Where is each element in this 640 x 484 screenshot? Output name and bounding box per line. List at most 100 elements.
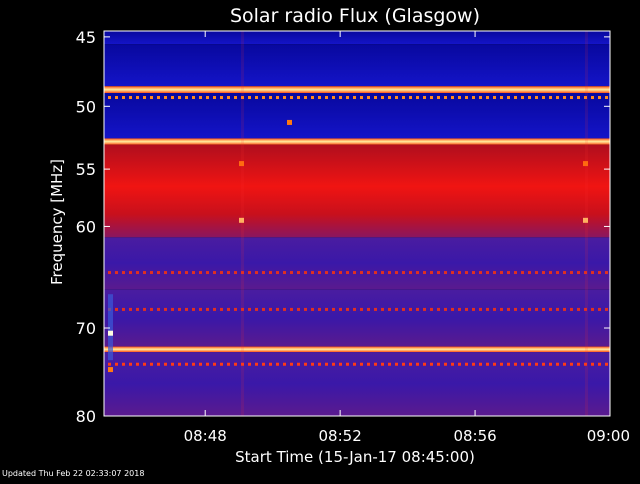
interference-tick xyxy=(206,96,209,100)
interference-tick xyxy=(598,96,601,100)
bright-spot xyxy=(239,161,244,167)
interference-tick xyxy=(339,362,342,366)
interference-tick xyxy=(542,307,545,311)
interference-tick xyxy=(234,271,237,275)
interference-tick xyxy=(325,307,328,311)
interference-tick xyxy=(605,307,608,311)
interference-tick xyxy=(458,307,461,311)
interference-tick xyxy=(402,362,405,366)
interference-tick xyxy=(227,362,230,366)
interference-tick xyxy=(430,362,433,366)
interference-tick xyxy=(444,307,447,311)
interference-tick xyxy=(521,271,524,275)
interference-tick xyxy=(549,271,552,275)
interference-tick xyxy=(437,271,440,275)
interference-tick xyxy=(542,271,545,275)
interference-tick xyxy=(171,96,174,100)
bright-spot xyxy=(287,119,292,125)
frequency-band xyxy=(104,352,610,416)
interference-tick xyxy=(549,307,552,311)
y-tick-label: 55 xyxy=(76,160,96,179)
interference-tick xyxy=(276,271,279,275)
interference-tick xyxy=(535,307,538,311)
interference-tick xyxy=(122,271,125,275)
interference-tick xyxy=(164,307,167,311)
interference-tick xyxy=(353,362,356,366)
interference-tick xyxy=(374,271,377,275)
interference-tick xyxy=(199,362,202,366)
interference-tick xyxy=(115,271,118,275)
interference-tick xyxy=(395,362,398,366)
interference-tick xyxy=(290,307,293,311)
interference-tick xyxy=(402,271,405,275)
interference-tick xyxy=(507,271,510,275)
interference-tick xyxy=(430,271,433,275)
interference-tick xyxy=(542,96,545,100)
interference-tick xyxy=(199,96,202,100)
interference-tick xyxy=(528,307,531,311)
artefact-line xyxy=(108,294,113,361)
interference-tick xyxy=(108,96,111,100)
interference-tick xyxy=(528,362,531,366)
interference-tick xyxy=(479,271,482,275)
interference-tick xyxy=(409,307,412,311)
interference-tick xyxy=(276,362,279,366)
interference-tick xyxy=(598,362,601,366)
interference-tick xyxy=(283,307,286,311)
interference-tick xyxy=(507,362,510,366)
interference-tick xyxy=(353,271,356,275)
interference-tick xyxy=(584,271,587,275)
interference-tick xyxy=(423,271,426,275)
bright-spot xyxy=(239,217,244,223)
interference-tick xyxy=(213,96,216,100)
interference-tick xyxy=(437,307,440,311)
interference-tick xyxy=(206,362,209,366)
interference-tick xyxy=(318,362,321,366)
interference-tick xyxy=(262,96,265,100)
interference-tick xyxy=(409,362,412,366)
interference-tick xyxy=(185,362,188,366)
interference-tick xyxy=(360,96,363,100)
interference-tick xyxy=(472,96,475,100)
interference-tick xyxy=(304,362,307,366)
interference-tick xyxy=(367,362,370,366)
interference-tick xyxy=(598,307,601,311)
interference-tick xyxy=(122,307,125,311)
interference-tick xyxy=(374,362,377,366)
interference-tick xyxy=(472,362,475,366)
interference-tick xyxy=(591,271,594,275)
interference-tick xyxy=(318,96,321,100)
interference-tick xyxy=(332,271,335,275)
interference-tick xyxy=(157,362,160,366)
interference-tick xyxy=(577,307,580,311)
interference-tick xyxy=(311,362,314,366)
interference-tick xyxy=(164,362,167,366)
interference-tick xyxy=(381,307,384,311)
interference-tick xyxy=(528,96,531,100)
interference-tick xyxy=(430,307,433,311)
interference-tick xyxy=(290,96,293,100)
interference-tick xyxy=(486,96,489,100)
interference-tick xyxy=(472,307,475,311)
interference-tick xyxy=(276,307,279,311)
interference-tick xyxy=(220,271,223,275)
interference-tick xyxy=(423,362,426,366)
y-axis-label: Frequency [MHz] xyxy=(48,159,66,285)
y-tick-label: 50 xyxy=(76,97,96,116)
interference-tick xyxy=(108,271,111,275)
interference-tick xyxy=(136,271,139,275)
interference-tick xyxy=(332,96,335,100)
interference-tick xyxy=(157,271,160,275)
interference-tick xyxy=(192,96,195,100)
interference-tick xyxy=(465,307,468,311)
x-tick-label: 08:48 xyxy=(184,427,227,445)
interference-tick xyxy=(269,96,272,100)
interference-tick xyxy=(227,307,230,311)
interference-tick xyxy=(248,362,251,366)
interference-tick xyxy=(185,271,188,275)
interference-tick xyxy=(269,271,272,275)
interference-tick xyxy=(521,307,524,311)
interference-tick xyxy=(136,96,139,100)
interference-tick xyxy=(164,271,167,275)
